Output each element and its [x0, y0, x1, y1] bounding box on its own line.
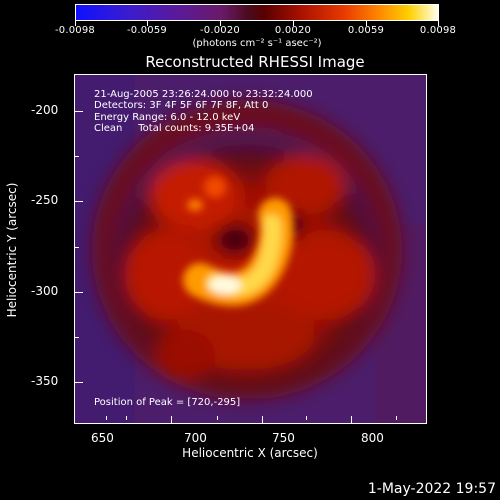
x-tick-label: 750 [272, 431, 295, 445]
heatmap-image [75, 75, 426, 423]
y-tick-label: -250 [31, 193, 59, 207]
colorbar-tick [220, 21, 221, 26]
colorbar-tick [147, 21, 148, 26]
y-tick-mark [75, 382, 83, 383]
colorbar-label: 0.0020 [274, 25, 312, 36]
colorbar-label: 0.0098 [419, 25, 457, 36]
colorbar-tick [438, 21, 439, 26]
y-tick-mark [75, 111, 83, 112]
y-tick-label: -350 [31, 374, 59, 388]
y-minor-tick [75, 156, 79, 157]
x-axis-label: Heliocentric X (arcsec) [182, 446, 318, 460]
colorbar-units: (photons cm⁻² s⁻¹ asec⁻²) [192, 38, 322, 49]
y-tick-label: -300 [31, 284, 59, 298]
y-tick-mark [75, 292, 83, 293]
y-minor-tick [75, 337, 79, 338]
colorbar-tick [293, 21, 294, 26]
x-minor-tick [217, 416, 218, 420]
heatmap-plot: 21-Aug-2005 23:26:24.000 to 23:32:24.000… [74, 74, 427, 424]
y-axis-label: Heliocentric Y (arcsec) [5, 182, 19, 318]
x-minor-tick [106, 416, 107, 420]
y-minor-tick [75, 247, 79, 248]
x-minor-tick [126, 416, 127, 420]
colorbar [75, 4, 439, 21]
y-tick-mark [75, 201, 83, 202]
x-tick-label: 800 [361, 431, 384, 445]
info-energy-range: Energy Range: 6.0 - 12.0 keV [94, 112, 241, 123]
x-tick-mark [171, 416, 172, 423]
x-tick-mark [262, 416, 263, 423]
info-detectors: Detectors: 3F 4F 5F 6F 7F 8F, Att 0 [94, 100, 269, 111]
colorbar-tick [366, 21, 367, 26]
x-tick-label: 650 [91, 431, 114, 445]
info-peak-position: Position of Peak = [720,-295] [94, 397, 241, 408]
x-minor-tick [306, 416, 307, 420]
x-tick-mark [351, 416, 352, 423]
x-minor-tick [396, 416, 397, 420]
colorbar-label: -0.0059 [127, 25, 167, 36]
footer-date: 1-May-2022 19:57 [367, 481, 496, 497]
y-tick-label: -200 [31, 103, 59, 117]
chart-title: Reconstructed RHESSI Image [145, 53, 365, 71]
colorbar-label: 0.0059 [347, 25, 385, 36]
colorbar-tick [75, 21, 76, 26]
colorbar-label: -0.0020 [200, 25, 240, 36]
info-clean-counts: Clean Total counts: 9.35E+04 [94, 123, 255, 134]
x-tick-label: 700 [184, 431, 207, 445]
info-time-range: 21-Aug-2005 23:26:24.000 to 23:32:24.000 [94, 89, 313, 100]
colorbar-label: -0.0098 [55, 25, 95, 36]
